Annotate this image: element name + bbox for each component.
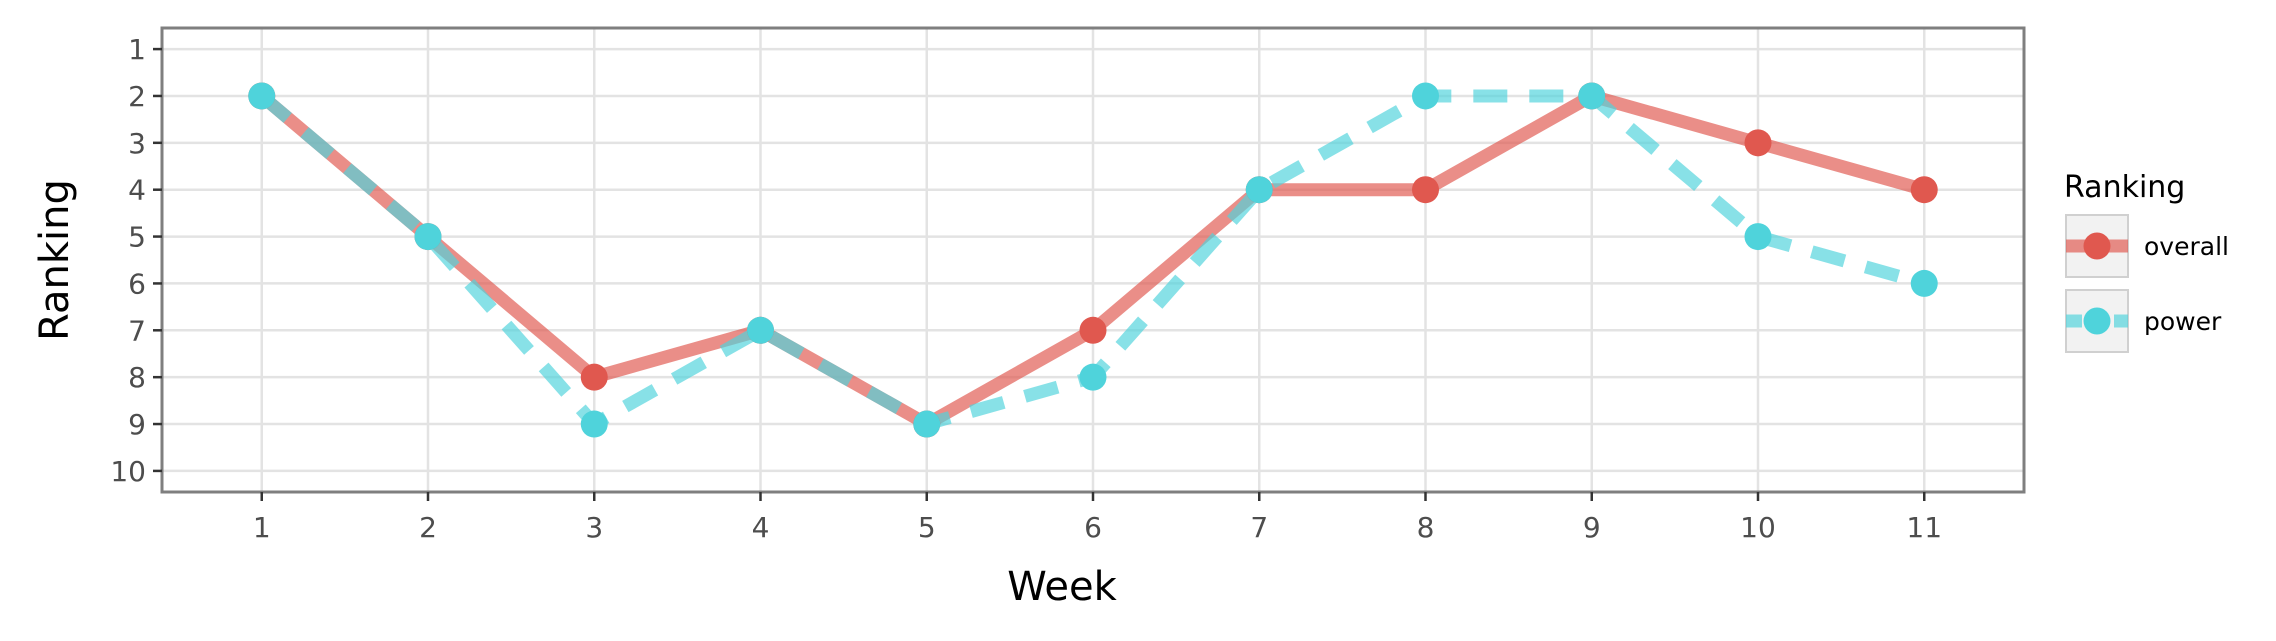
x-tick-label: 6 (1084, 511, 1102, 544)
x-tick-label: 4 (752, 511, 770, 544)
data-point-power (1910, 269, 1938, 297)
legend-label-power: power (2144, 307, 2222, 336)
data-point-power (913, 410, 941, 438)
series-layer (248, 82, 1938, 438)
y-tick-label: 4 (128, 174, 146, 207)
data-point-power (747, 316, 774, 344)
legend-title: Ranking (2064, 170, 2185, 205)
x-tick-label: 8 (1417, 511, 1435, 544)
data-point-overall (1079, 316, 1107, 344)
y-axis: 1 2 3 4 5 6 7 8 9 10 (110, 33, 162, 488)
legend-label-overall: overall (2144, 232, 2229, 261)
x-tick-label: 3 (585, 511, 603, 544)
data-point-overall (1412, 176, 1439, 204)
data-point-power (1079, 363, 1107, 391)
data-point-power (248, 82, 276, 110)
x-axis: 1 2 3 4 5 6 7 8 9 10 11 (253, 492, 1942, 544)
data-point-overall (1744, 129, 1772, 157)
y-tick-label: 9 (128, 408, 146, 441)
x-tick-label: 5 (918, 511, 936, 544)
y-tick-label: 8 (128, 361, 146, 394)
legend-marker-power (2083, 307, 2111, 335)
grid-lines (162, 28, 2024, 492)
x-tick-label: 9 (1583, 511, 1601, 544)
x-tick-label: 2 (419, 511, 437, 544)
y-tick-label: 7 (128, 314, 146, 347)
data-point-power (1744, 223, 1772, 251)
data-point-power (580, 410, 608, 438)
y-tick-label: 6 (128, 267, 146, 300)
legend: Ranking overall power (2064, 170, 2229, 353)
x-tick-label: 11 (1906, 511, 1942, 544)
y-tick-label: 1 (128, 33, 146, 66)
data-point-power (1245, 176, 1273, 204)
x-tick-label: 1 (253, 511, 271, 544)
y-tick-label: 2 (128, 80, 146, 113)
x-axis-title: Week (1007, 564, 1117, 610)
y-tick-label: 3 (128, 127, 146, 160)
data-point-power (1578, 82, 1606, 110)
legend-marker-overall (2083, 232, 2111, 260)
x-tick-label: 10 (1740, 511, 1776, 544)
data-point-power (1412, 82, 1439, 110)
y-axis-title: Ranking (32, 179, 78, 341)
data-point-overall (1910, 176, 1938, 204)
x-tick-label: 7 (1250, 511, 1268, 544)
y-tick-label: 5 (128, 221, 146, 254)
data-point-power (414, 223, 442, 251)
y-tick-label: 10 (110, 455, 146, 488)
data-point-overall (580, 363, 608, 391)
